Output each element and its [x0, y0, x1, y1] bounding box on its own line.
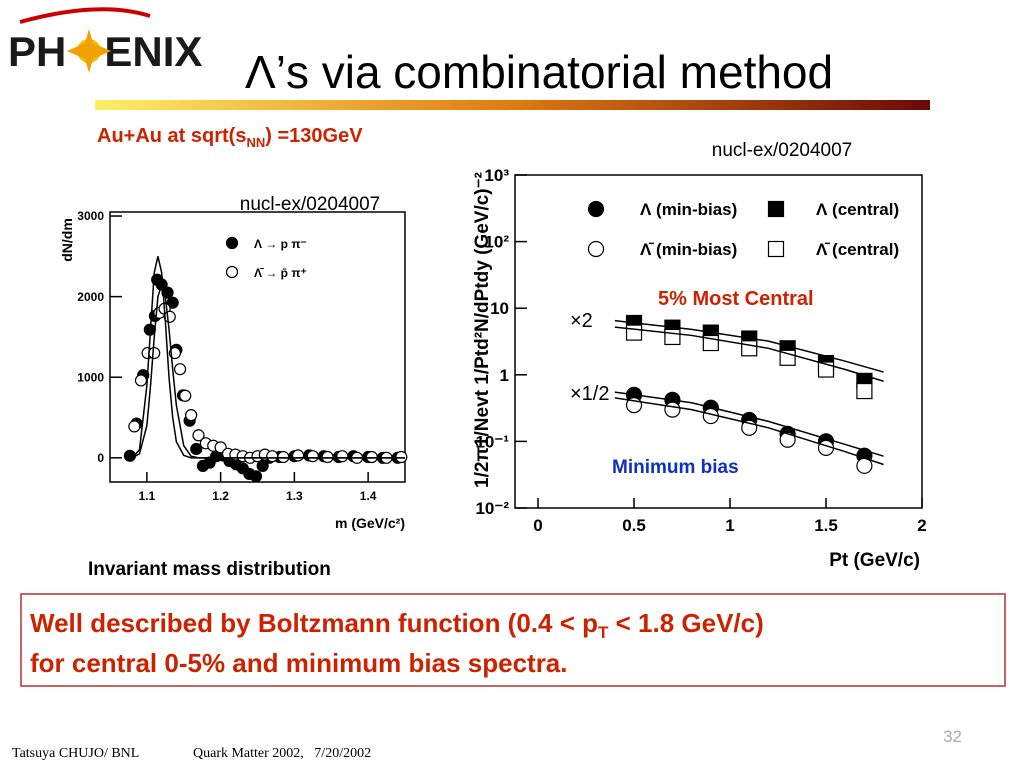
note-line: for central 0-5% and minimum bias spectr…: [30, 648, 568, 678]
note-part: < 1.8 GeV/c): [608, 608, 763, 638]
logo-sun: [67, 29, 111, 73]
legend-marker: [767, 200, 785, 218]
title-bar: [95, 100, 930, 110]
point: [365, 450, 378, 464]
y-tick-label: 10: [490, 299, 509, 318]
fit-line: [614, 397, 884, 466]
point: [179, 389, 192, 402]
legend-label: Λ̄ → p̄ π⁺: [254, 266, 307, 280]
y-tick-label: 2000: [77, 290, 104, 304]
subtitle-part: ) =130GeV: [265, 125, 363, 147]
x-tick-label: 1.3: [286, 489, 303, 503]
legend-marker: [225, 236, 239, 250]
y-tick-label: 3000: [77, 209, 104, 223]
fit-line: [614, 326, 884, 382]
logo-swoosh: [19, 7, 151, 24]
point: [741, 340, 758, 357]
plot-frame: [514, 174, 923, 509]
legend-marker: [225, 265, 239, 279]
x-tick-label: 1.1: [139, 489, 156, 503]
annotation: Minimum bias: [612, 457, 739, 478]
point: [249, 470, 263, 483]
x-tick-label: 1.4: [360, 489, 377, 503]
y-tick-label: 10³: [484, 166, 509, 185]
point: [134, 374, 148, 387]
logo-part: ENIX: [104, 28, 202, 75]
point: [128, 420, 141, 433]
note-line: Well described by Boltzmann function (0.…: [30, 608, 764, 642]
annotation: ×2: [570, 310, 593, 332]
point: [395, 450, 408, 464]
y-tick-label: 1000: [77, 370, 104, 384]
chart: 1.1 1.2 1.3 1.4 0 1000 2000 3000 nucl-ex/0204007…: [59, 194, 408, 531]
legend-marker: [767, 240, 785, 258]
annotation: ×1/2: [570, 383, 609, 405]
subtitle-sub: NN: [246, 135, 265, 150]
y-tick-label: 10⁻²: [475, 499, 509, 518]
point: [306, 450, 319, 463]
point: [336, 450, 349, 463]
point: [256, 459, 269, 472]
source-note: nucl-ex/0204007: [712, 140, 853, 161]
point: [148, 346, 161, 360]
subtitle-part: Au+Au at sqrt(s: [97, 125, 246, 147]
fit-line: [614, 319, 884, 373]
fit-line: [614, 391, 884, 457]
x-tick-label: 1: [725, 516, 734, 535]
y-axis-label: dN/dm: [59, 218, 75, 262]
y-tick-label: 10⁻¹: [475, 432, 509, 451]
point: [664, 328, 681, 346]
source-note: nucl-ex/0204007: [240, 194, 381, 215]
footer-event: Quark Matter 2002, 7/20/2002: [193, 746, 371, 761]
caption: Invariant mass distribution: [88, 559, 331, 580]
x-tick-label: 0: [533, 516, 542, 535]
legend-label: Λ → p π⁻: [254, 237, 307, 251]
note-box: [20, 593, 1006, 687]
point: [779, 431, 796, 448]
point: [192, 429, 205, 442]
x-tick-label: 2: [917, 516, 926, 535]
chart: 0 0.5 1 1.5 2 10⁻² 10⁻¹ 1 10 10² 10³ nucl-ex/020400…: [472, 140, 927, 571]
y-tick-label: 1: [500, 366, 509, 385]
point: [321, 450, 334, 464]
legend-label: Λ (central): [816, 200, 899, 219]
page-number: 32: [943, 727, 962, 746]
note-part: Well described by Boltzmann function (0.…: [30, 608, 598, 638]
annotation: 5% Most Central: [658, 288, 814, 310]
legend-label: Λ̄ (min-bias): [640, 240, 737, 259]
legend-label: Λ (min-bias): [640, 200, 737, 219]
point: [266, 450, 279, 463]
point: [173, 363, 187, 376]
point: [291, 449, 305, 462]
logo-text: PH ENIX: [8, 28, 202, 75]
point: [166, 296, 179, 309]
note-sub: T: [598, 623, 609, 642]
legend-marker: [587, 240, 605, 258]
subtitle: Au+Au at sqrt(sNN) =130GeV: [97, 125, 363, 150]
footer-author: Tatsuya CHUJO/ BNL: [12, 746, 139, 761]
point: [625, 324, 643, 341]
point: [664, 401, 681, 418]
point: [277, 450, 290, 464]
fit-line: [131, 281, 405, 459]
legend-label: Λ̄ (central): [816, 240, 899, 259]
x-axis-label: m (GeV/c²): [335, 515, 405, 531]
x-axis-label: Pt (GeV/c): [829, 550, 920, 571]
y-tick-label: 10²: [484, 233, 509, 252]
y-axis-label: 1/2π1/Nevt 1/Ptd²N/dPtdy (GeV/c)⁻²: [472, 172, 493, 488]
point: [185, 409, 198, 422]
legend-marker: [587, 200, 605, 218]
y-tick-label: 0: [97, 451, 104, 465]
slide-title: Λ’s via combinatorial method: [245, 46, 833, 98]
x-tick-label: 0.5: [622, 516, 646, 535]
x-tick-label: 1.2: [212, 489, 229, 503]
point: [190, 442, 203, 456]
x-tick-label: 1.5: [814, 516, 838, 535]
logo-part: PH: [8, 28, 66, 75]
point: [856, 382, 873, 400]
